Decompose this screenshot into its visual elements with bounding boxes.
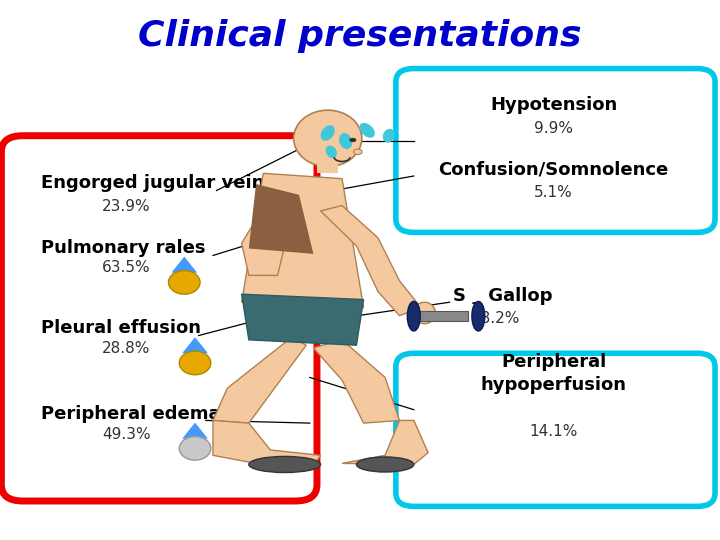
FancyBboxPatch shape xyxy=(396,69,715,232)
Ellipse shape xyxy=(356,457,414,472)
Text: Engorged jugular vein: Engorged jugular vein xyxy=(41,174,264,192)
Ellipse shape xyxy=(472,301,485,331)
Text: Pleural effusion: Pleural effusion xyxy=(41,319,201,337)
Polygon shape xyxy=(182,337,208,353)
Text: Pulmonary rales: Pulmonary rales xyxy=(41,239,205,256)
Circle shape xyxy=(168,271,200,294)
Circle shape xyxy=(179,436,211,460)
PathPatch shape xyxy=(213,337,306,423)
Text: Hypotension: Hypotension xyxy=(490,96,617,114)
Text: 28.8%: 28.8% xyxy=(102,341,150,356)
Ellipse shape xyxy=(294,110,361,166)
Ellipse shape xyxy=(383,129,395,143)
Ellipse shape xyxy=(408,301,420,331)
Ellipse shape xyxy=(325,145,337,158)
Text: Gallop: Gallop xyxy=(482,287,552,305)
Ellipse shape xyxy=(320,125,335,141)
PathPatch shape xyxy=(242,173,364,308)
Bar xyxy=(407,312,467,321)
PathPatch shape xyxy=(242,208,292,275)
Ellipse shape xyxy=(339,133,352,149)
Ellipse shape xyxy=(249,456,320,472)
PathPatch shape xyxy=(342,421,428,464)
Text: Peripheral edema: Peripheral edema xyxy=(41,405,220,423)
Text: 3: 3 xyxy=(469,301,480,315)
Text: 14.1%: 14.1% xyxy=(529,424,578,439)
Text: 5.1%: 5.1% xyxy=(534,185,573,200)
Text: S: S xyxy=(453,287,467,305)
Text: 63.5%: 63.5% xyxy=(102,260,150,275)
Ellipse shape xyxy=(359,123,375,138)
Text: Confusion/Somnolence: Confusion/Somnolence xyxy=(438,161,669,179)
Circle shape xyxy=(179,351,211,375)
Polygon shape xyxy=(171,256,197,273)
Text: 49.3%: 49.3% xyxy=(102,427,150,442)
PathPatch shape xyxy=(249,184,313,254)
PathPatch shape xyxy=(242,294,364,345)
FancyBboxPatch shape xyxy=(1,136,317,501)
PathPatch shape xyxy=(320,206,421,316)
Ellipse shape xyxy=(414,302,436,323)
Text: 18.2%: 18.2% xyxy=(471,312,520,326)
Ellipse shape xyxy=(354,149,362,154)
Polygon shape xyxy=(182,423,208,438)
Ellipse shape xyxy=(349,138,356,142)
FancyBboxPatch shape xyxy=(396,353,715,507)
Text: Peripheral
hypoperfusion: Peripheral hypoperfusion xyxy=(481,353,626,394)
Text: 23.9%: 23.9% xyxy=(102,199,150,214)
Text: Clinical presentations: Clinical presentations xyxy=(138,19,582,53)
PathPatch shape xyxy=(313,340,400,423)
Bar xyxy=(317,146,338,173)
PathPatch shape xyxy=(213,421,320,466)
Text: 9.9%: 9.9% xyxy=(534,121,573,136)
